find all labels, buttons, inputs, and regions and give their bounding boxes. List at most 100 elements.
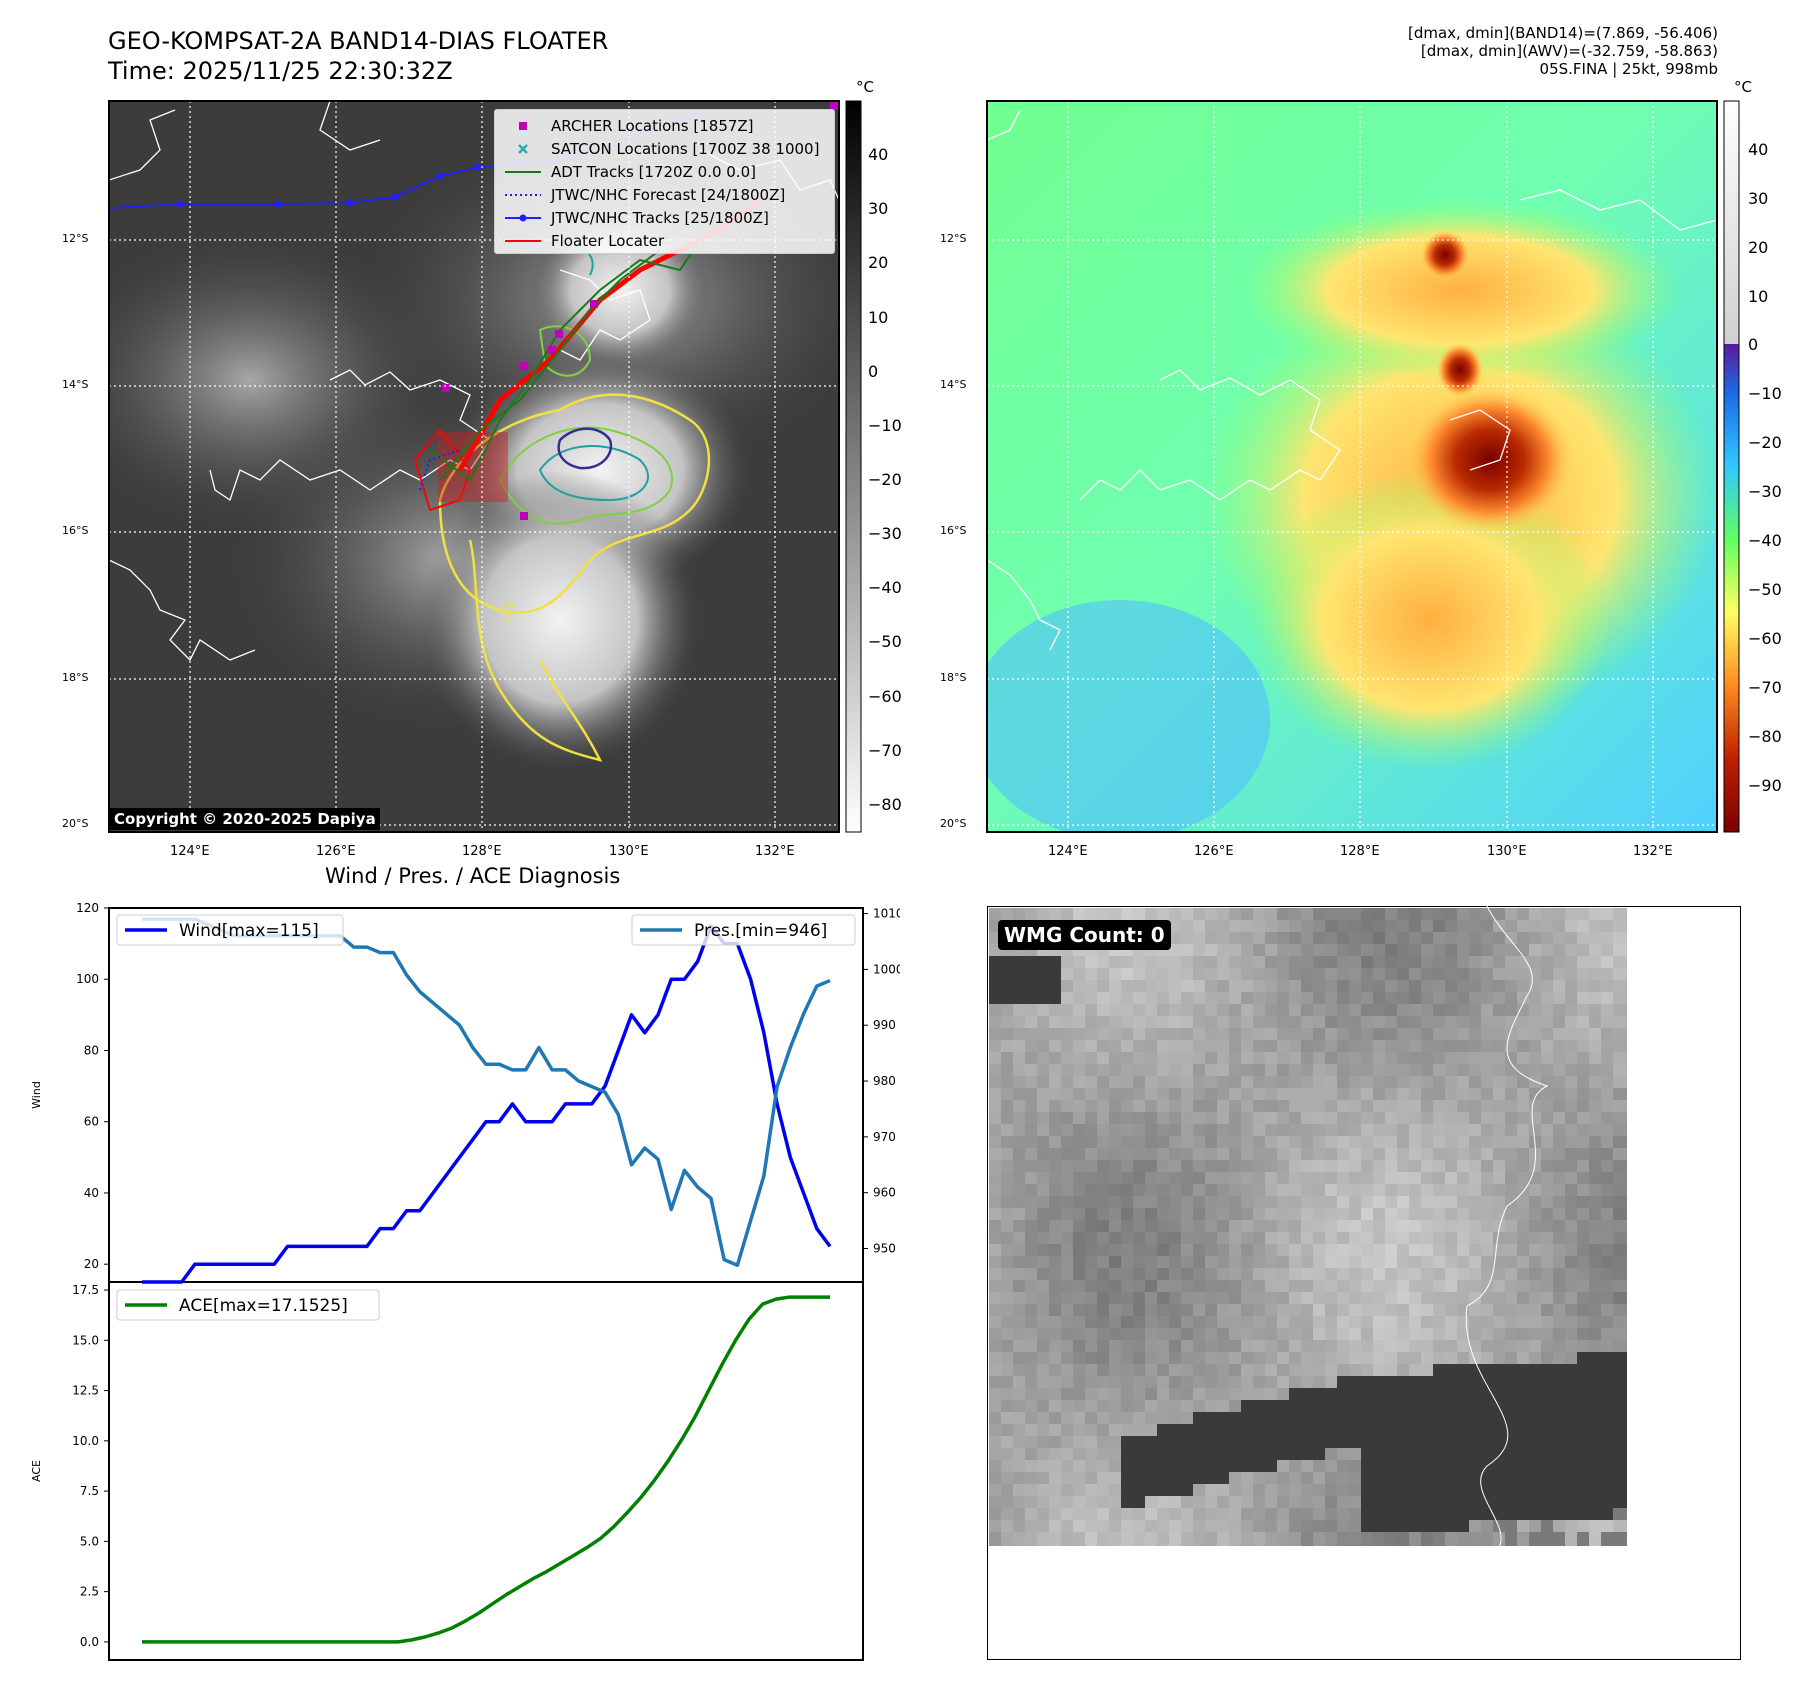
colorbar-tick-label: −80 xyxy=(868,794,902,814)
legend-label: JTWC/NHC Tracks [25/1800Z] xyxy=(551,209,769,227)
wmg-coastline xyxy=(1465,906,1549,1567)
awv-stats: [dmax, dmin](AWV)=(-32.759, -58.863) xyxy=(1420,42,1718,60)
copyright-badge: Copyright © 2020-2025 Dapiya xyxy=(110,808,380,830)
colorbar-tick-label: 10 xyxy=(1748,286,1769,306)
colorbar-tick-label: −40 xyxy=(868,578,902,598)
wmg-panel xyxy=(987,906,1741,1660)
legend-swatch xyxy=(519,122,527,130)
ace-tick-label: 5.0 xyxy=(80,1534,99,1548)
pressure-tick-label: 1000 xyxy=(873,962,900,976)
ace-tick-label: 10.0 xyxy=(72,1434,99,1448)
legend-entry: JTWC/NHC Forecast [24/1800Z] xyxy=(503,185,785,205)
ace-axis-label: ACE xyxy=(30,1460,43,1482)
pressure-tick-label: 980 xyxy=(873,1074,896,1088)
map-legend: ARCHER Locations [1857Z] SATCON Locations… xyxy=(494,109,835,254)
pressure-tick-label: 1010 xyxy=(873,907,900,921)
wmg-pixel-grid xyxy=(989,908,1627,1546)
colorbar-tick-label: −60 xyxy=(868,686,902,706)
legend-swatch xyxy=(505,240,541,242)
lon-label-128-left: 128°E xyxy=(462,844,502,859)
pressure-tick-label: 970 xyxy=(873,1130,896,1144)
lon-label-128-right: 128°E xyxy=(1340,844,1380,859)
colorbar-tick-label: 30 xyxy=(1748,188,1769,208)
ace-legend: ACE[max=17.1525] xyxy=(116,1289,380,1321)
pressure-legend: Pres.[min=946] xyxy=(631,914,856,946)
colorbar-tick-label: −10 xyxy=(1748,384,1782,404)
colorbar-tick-label: 20 xyxy=(1748,237,1769,257)
legend-entry: Floater Locater xyxy=(503,231,664,251)
lat-label-16s-left: 16°S xyxy=(62,524,89,537)
wind-tick-label: 80 xyxy=(84,1043,99,1057)
gray-colorbar-unit: °C xyxy=(856,78,874,96)
wind-tick-label: 20 xyxy=(84,1257,99,1271)
ace-tick-label: 17.5 xyxy=(72,1283,99,1297)
chart-title: GEO-KOMPSAT-2A BAND14-DIAS FLOATER Time:… xyxy=(108,26,608,86)
pressure-tick-label: 990 xyxy=(873,1018,896,1032)
lon-label-126-right: 126°E xyxy=(1194,844,1234,859)
wind-tick-label: 120 xyxy=(76,901,99,915)
colorbar-tick-label: −80 xyxy=(1748,726,1782,746)
ace-tick-label: 15.0 xyxy=(72,1333,99,1347)
colorbar-tick-label: 0 xyxy=(1748,335,1759,355)
ace-series-line xyxy=(142,1295,830,1644)
legend-label: JTWC/NHC Forecast [24/1800Z] xyxy=(551,186,786,204)
lat-label-12s-left: 12°S xyxy=(62,232,89,245)
wind-series-line xyxy=(142,924,832,1284)
contour-label: -31 xyxy=(496,598,518,625)
lon-label-126-left: 126°E xyxy=(316,844,356,859)
stats-block: [dmax, dmin](BAND14)=(7.869, -56.406) [d… xyxy=(1408,24,1718,78)
colorbar-tick-label: −20 xyxy=(868,470,902,490)
colorbar-tick-label: −90 xyxy=(1748,775,1782,795)
ace-tick-label: 7.5 xyxy=(80,1484,99,1498)
storm-info: 05S.FINA | 25kt, 998mb xyxy=(1539,60,1718,78)
colorbar-tick-label: −40 xyxy=(1748,531,1782,551)
lon-label-132-right: 132°E xyxy=(1633,844,1673,859)
colorbar-tick-label: 40 xyxy=(868,145,889,165)
ace-tick-label: 0.0 xyxy=(80,1635,99,1649)
colorbar-tick-label: −30 xyxy=(868,524,902,544)
lat-label-14s-left: 14°S xyxy=(62,378,89,391)
colorbar-tick-label: 20 xyxy=(868,253,889,273)
colorbar-tick-label: −70 xyxy=(1748,677,1782,697)
legend-entry: ADT Tracks [1720Z 0.0 0.0] xyxy=(503,162,756,182)
legend-swatch xyxy=(505,171,541,173)
lat-label-18s-right: 18°S xyxy=(940,671,967,684)
lat-label-20s-right: 20°S xyxy=(940,817,967,830)
diagnosis-chart: 20 40 60 80 100 120 950 960 970 980 990 1000 1010 Win… xyxy=(30,901,900,1661)
diagnosis-title: Wind / Pres. / ACE Diagnosis xyxy=(325,864,621,888)
wind-legend: Wind[max=115] xyxy=(116,914,344,946)
time-title: Time: 2025/11/25 22:30:32Z xyxy=(108,57,453,85)
pressure-tick-label: 950 xyxy=(873,1242,896,1256)
colorbar-tick-label: −50 xyxy=(868,632,902,652)
band14-stats: [dmax, dmin](BAND14)=(7.869, -56.406) xyxy=(1407,24,1718,42)
lon-label-132-left: 132°E xyxy=(755,844,795,859)
svg-text:Pres.[min=946]: Pres.[min=946] xyxy=(694,921,827,941)
lat-label-12s-right: 12°S xyxy=(940,232,967,245)
colorbar-tick-label: 40 xyxy=(1748,139,1769,159)
ace-tick-label: 2.5 xyxy=(80,1585,99,1599)
legend-swatch xyxy=(505,194,541,196)
lat-label-16s-right: 16°S xyxy=(940,524,967,537)
colorbar-tick-label: 0 xyxy=(868,361,879,381)
legend-label: Floater Locater xyxy=(551,232,665,250)
legend-swatch xyxy=(505,214,541,222)
colorbar-tick-label: 10 xyxy=(868,307,889,327)
legend-entry: ARCHER Locations [1857Z] xyxy=(503,116,754,136)
colorbar-tick-label: 30 xyxy=(868,199,889,219)
lon-label-130-left: 130°E xyxy=(609,844,649,859)
colorbar-tick-label: −30 xyxy=(1748,482,1782,502)
ir-map-panel: -31 xyxy=(108,100,1740,833)
satellite-title: GEO-KOMPSAT-2A BAND14-DIAS FLOATER xyxy=(108,27,609,55)
lat-label-20s-left: 20°S xyxy=(62,817,89,830)
colorbar-tick-label: −50 xyxy=(1748,579,1782,599)
colorbar-tick-label: −60 xyxy=(1748,628,1782,648)
legend-entry: SATCON Locations [1700Z 38 1000] xyxy=(503,139,819,159)
svg-text:Wind[max=115]: Wind[max=115] xyxy=(179,921,319,941)
legend-label: ADT Tracks [1720Z 0.0 0.0] xyxy=(551,163,756,181)
wmg-count-badge: WMG Count: 0 xyxy=(998,920,1171,950)
lon-label-130-right: 130°E xyxy=(1487,844,1527,859)
wind-tick-label: 40 xyxy=(84,1186,99,1200)
svg-text:ACE[max=17.1525]: ACE[max=17.1525] xyxy=(179,1296,348,1316)
ace-tick-label: 12.5 xyxy=(72,1384,99,1398)
lat-label-18s-left: 18°S xyxy=(62,671,89,684)
